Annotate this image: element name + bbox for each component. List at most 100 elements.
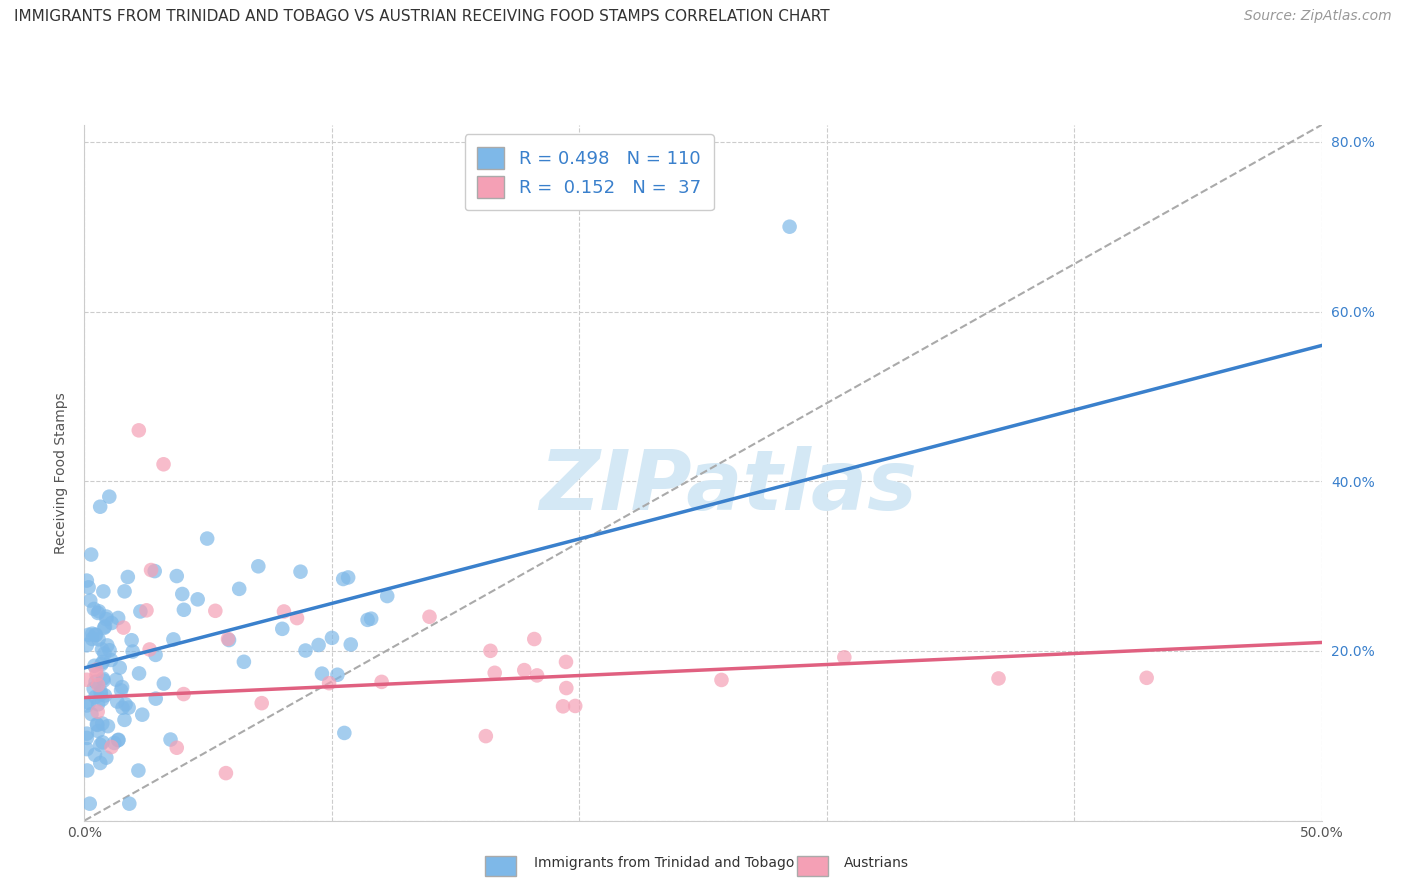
Point	[97, 719, 120, 733]
Point	[360, 612, 382, 626]
Point	[77, 696, 100, 710]
Point	[273, 605, 295, 619]
Point	[82, 632, 104, 646]
Point	[79, 797, 101, 811]
Point	[84, 628, 107, 642]
Point	[987, 672, 1010, 686]
Point	[77, 580, 100, 594]
Point	[564, 698, 586, 713]
Point	[318, 676, 340, 690]
Point	[89, 738, 111, 752]
Point	[710, 673, 733, 687]
Point	[76, 673, 98, 687]
Point	[86, 668, 108, 682]
Point	[83, 602, 105, 616]
Point	[91, 655, 114, 669]
Point	[111, 680, 134, 694]
Point	[271, 622, 294, 636]
Point	[159, 732, 181, 747]
Point	[91, 692, 114, 706]
Point	[107, 732, 129, 747]
Point	[172, 587, 194, 601]
Point	[105, 673, 128, 687]
Point	[91, 642, 114, 657]
Point	[86, 717, 108, 731]
Point	[250, 696, 273, 710]
Point	[337, 570, 360, 584]
Point	[96, 750, 118, 764]
Point	[311, 666, 333, 681]
Point	[76, 726, 98, 740]
Point	[80, 548, 103, 562]
Point	[135, 603, 157, 617]
Point	[112, 621, 135, 635]
Point	[375, 589, 398, 603]
Point	[98, 643, 121, 657]
Point	[87, 698, 110, 712]
Y-axis label: Receiving Food Stamps: Receiving Food Stamps	[55, 392, 69, 554]
Point	[91, 735, 114, 749]
Point	[105, 694, 128, 708]
Point	[110, 683, 132, 698]
Point	[173, 603, 195, 617]
Point	[103, 736, 125, 750]
Point	[326, 667, 349, 681]
Text: Austrians: Austrians	[844, 855, 908, 870]
Point	[83, 681, 105, 696]
Point	[138, 642, 160, 657]
Point	[204, 604, 226, 618]
Point	[100, 739, 122, 754]
Point	[90, 684, 112, 698]
Point	[479, 644, 502, 658]
Point	[86, 718, 108, 732]
Point	[79, 593, 101, 607]
Point	[128, 666, 150, 681]
Point	[77, 628, 100, 642]
Text: Immigrants from Trinidad and Tobago: Immigrants from Trinidad and Tobago	[534, 855, 794, 870]
Point	[145, 691, 167, 706]
Point	[145, 648, 167, 662]
Point	[152, 457, 174, 471]
Point	[523, 632, 546, 646]
Point	[76, 764, 98, 778]
Point	[108, 661, 131, 675]
Point	[339, 638, 361, 652]
Legend: R = 0.498   N = 110, R =  0.152   N =  37: R = 0.498 N = 110, R = 0.152 N = 37	[464, 134, 713, 211]
Point	[117, 570, 139, 584]
Point	[418, 609, 440, 624]
Point	[356, 613, 378, 627]
Point	[76, 742, 98, 756]
Point	[513, 663, 536, 677]
Point	[475, 729, 498, 743]
Point	[114, 584, 136, 599]
Point	[195, 532, 218, 546]
Point	[294, 643, 316, 657]
Point	[94, 619, 117, 633]
Point	[332, 572, 354, 586]
Point	[111, 700, 134, 714]
Point	[98, 490, 121, 504]
Point	[551, 699, 574, 714]
Point	[121, 633, 143, 648]
Point	[285, 611, 308, 625]
Point	[166, 569, 188, 583]
Point	[107, 611, 129, 625]
Point	[89, 500, 111, 514]
Point	[93, 584, 115, 599]
Point	[247, 559, 270, 574]
Point	[129, 605, 152, 619]
Point	[90, 657, 112, 672]
Point	[834, 650, 856, 665]
Point	[84, 628, 107, 642]
Point	[128, 423, 150, 437]
Point	[153, 676, 176, 690]
Point	[100, 653, 122, 667]
Point	[1136, 671, 1159, 685]
Point	[87, 724, 110, 739]
Point	[215, 766, 238, 780]
Point	[162, 632, 184, 647]
Point	[143, 564, 166, 578]
Point	[118, 797, 141, 811]
Point	[526, 668, 548, 682]
Point	[166, 740, 188, 755]
